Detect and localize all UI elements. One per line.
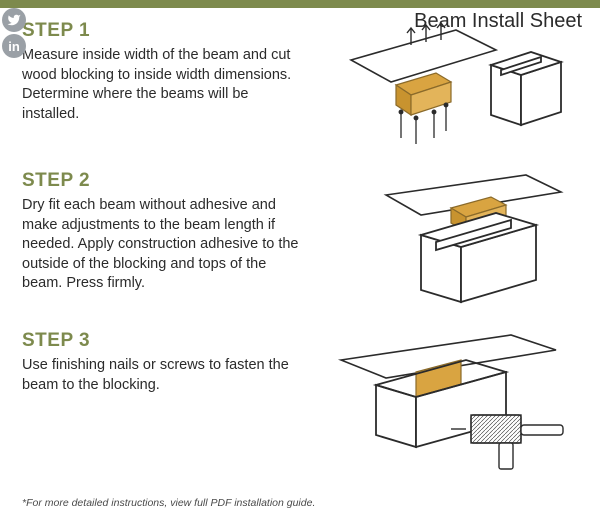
step-3-illustration	[320, 330, 582, 480]
step-1: STEP 1 Measure inside width of the beam …	[22, 20, 582, 150]
twitter-icon[interactable]	[2, 8, 26, 32]
step-body: Dry fit each beam without adhesive and m…	[22, 196, 302, 294]
step-heading: STEP 3	[22, 330, 302, 352]
social-icons: in	[2, 8, 26, 58]
footnote: *For more detailed instructions, view fu…	[22, 497, 315, 509]
step-heading: STEP 1	[22, 20, 302, 42]
accent-topbar	[0, 0, 600, 8]
step-text: STEP 3 Use finishing nails or screws to …	[22, 330, 302, 480]
step-heading: STEP 2	[22, 170, 302, 192]
step-2: STEP 2 Dry fit each beam without adhesiv…	[22, 170, 582, 310]
step-text: STEP 1 Measure inside width of the beam …	[22, 20, 302, 150]
step-text: STEP 2 Dry fit each beam without adhesiv…	[22, 170, 302, 310]
step-2-illustration	[320, 170, 582, 310]
step-body: Measure inside width of the beam and cut…	[22, 46, 302, 124]
step-3: STEP 3 Use finishing nails or screws to …	[22, 330, 582, 480]
step-1-illustration	[320, 20, 582, 150]
step-body: Use finishing nails or screws to fasten …	[22, 356, 302, 395]
sheet-title: Beam Install Sheet	[414, 10, 582, 33]
steps-container: STEP 1 Measure inside width of the beam …	[0, 8, 600, 480]
linkedin-icon[interactable]: in	[2, 34, 26, 58]
